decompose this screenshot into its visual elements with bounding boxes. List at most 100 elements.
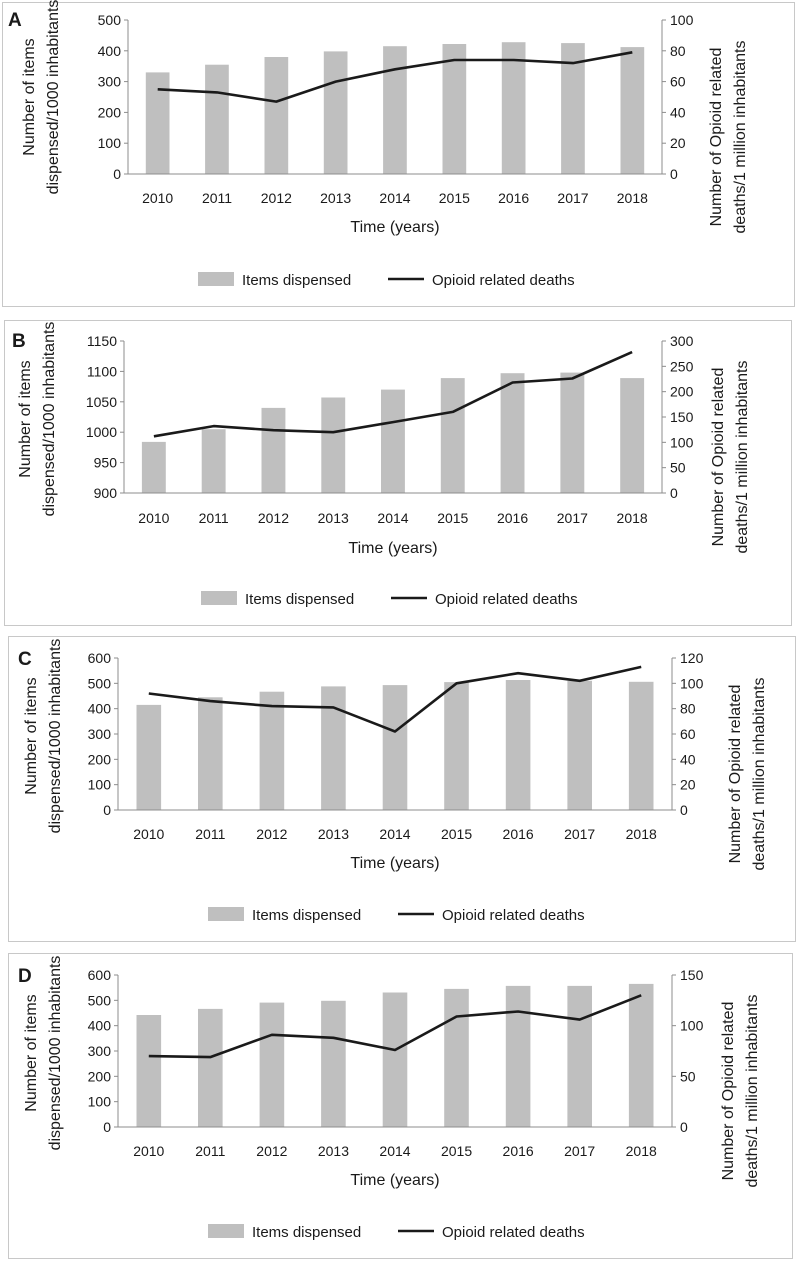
bar-items-dispensed-2013 — [321, 1000, 346, 1127]
x-tick-label: 2015 — [441, 1143, 472, 1159]
x-axis-title: Time (years) — [350, 855, 439, 872]
y2-tick-label: 150 — [670, 409, 694, 425]
bar-items-dispensed-2017 — [561, 43, 585, 174]
bar-items-dispensed-2015 — [442, 44, 467, 174]
y2-tick-label: 20 — [680, 777, 696, 793]
x-tick-label: 2013 — [318, 826, 349, 842]
y-axis-title: Number of items — [21, 38, 38, 155]
y2-axis-title: Number of Opioid related — [710, 368, 727, 547]
x-tick-label: 2011 — [195, 1143, 225, 1159]
y-tick-label: 500 — [98, 12, 122, 28]
panel-letter: D — [18, 966, 32, 987]
legend-swatch-items-dispensed — [198, 272, 234, 286]
y2-axis-title: deaths/1 million inhabitants — [732, 40, 749, 233]
bar-items-dispensed-2010 — [136, 704, 162, 810]
bar-items-dispensed-2012 — [264, 57, 289, 174]
legend-label-items-dispensed: Items dispensed — [252, 907, 361, 924]
legend-swatch-items-dispensed — [201, 591, 237, 605]
x-tick-label: 2014 — [379, 190, 410, 206]
x-tick-label: 2017 — [557, 190, 588, 206]
y2-tick-label: 250 — [670, 358, 694, 374]
bar-items-dispensed-2017 — [567, 985, 592, 1127]
panel-frame — [4, 320, 792, 626]
bar-items-dispensed-2014 — [383, 46, 407, 175]
legend-label-items-dispensed: Items dispensed — [245, 591, 354, 608]
x-tick-label: 2013 — [320, 190, 351, 206]
x-axis-title: Time (years) — [350, 1172, 439, 1189]
x-tick-label: 2016 — [498, 190, 529, 206]
x-tick-label: 2010 — [133, 1143, 164, 1159]
bar-items-dispensed-2010 — [145, 72, 170, 174]
x-tick-label: 2015 — [439, 190, 470, 206]
y-tick-label: 200 — [88, 751, 112, 767]
y2-tick-label: 0 — [670, 485, 678, 501]
y-tick-label: 400 — [98, 43, 122, 59]
chart-panel-c: C 0 100 200 300 400 500 600 0 20 40 60 80 100 120 2010 2… — [8, 636, 796, 942]
y2-tick-label: 100 — [670, 434, 694, 450]
y2-axis-title: Number of Opioid related — [727, 685, 744, 864]
bar-items-dispensed-2018 — [628, 983, 654, 1127]
chart-panel-b: B 900 950 1000 1050 1100 1150 0 50 100 150 200 250 30… — [4, 320, 792, 626]
panel-letter: B — [12, 331, 26, 352]
legend-label-items-dispensed: Items dispensed — [242, 272, 351, 289]
y2-tick-label: 80 — [670, 43, 686, 59]
y2-tick-label: 80 — [680, 701, 696, 717]
x-axis-title: Time (years) — [348, 540, 437, 557]
legend-swatch-items-dispensed — [208, 907, 244, 921]
x-tick-label: 2014 — [379, 1143, 410, 1159]
x-tick-label: 2012 — [261, 190, 292, 206]
y2-tick-label: 20 — [670, 135, 686, 151]
x-tick-label: 2011 — [202, 190, 232, 206]
bar-items-dispensed-2016 — [501, 42, 526, 175]
bar-items-dispensed-2010 — [141, 441, 166, 493]
x-tick-label: 2012 — [256, 1143, 287, 1159]
y-tick-label: 300 — [98, 74, 122, 90]
y-tick-label: 1150 — [87, 333, 117, 349]
x-tick-label: 2016 — [497, 510, 528, 526]
y2-tick-label: 40 — [670, 104, 686, 120]
x-tick-label: 2012 — [256, 826, 287, 842]
bar-items-dispensed-2014 — [382, 992, 408, 1127]
bar-items-dispensed-2018 — [628, 681, 654, 810]
y-tick-label: 600 — [88, 650, 112, 666]
x-tick-label: 2012 — [258, 510, 289, 526]
legend-label-opioid-deaths: Opioid related deaths — [442, 1224, 585, 1241]
bar-items-dispensed-2013 — [323, 51, 348, 174]
bar-items-dispensed-2018 — [620, 47, 645, 174]
bar-items-dispensed-2016 — [505, 985, 531, 1127]
bar-items-dispensed-2012 — [261, 407, 286, 493]
bar-items-dispensed-2015 — [444, 988, 469, 1127]
y2-tick-label: 120 — [680, 650, 704, 666]
y-axis-title: Number of items — [23, 994, 40, 1111]
bar-items-dispensed-2014 — [382, 685, 408, 810]
x-tick-label: 2010 — [142, 190, 173, 206]
x-tick-label: 2011 — [199, 510, 229, 526]
bar-items-dispensed-2011 — [205, 64, 229, 174]
y-tick-label: 900 — [94, 485, 118, 501]
x-tick-label: 2013 — [318, 510, 349, 526]
chart-panel-d: D 0 100 200 300 400 500 600 0 50 100 150 2010 2011 201… — [8, 953, 793, 1259]
x-tick-label: 2016 — [503, 826, 534, 842]
x-tick-label: 2015 — [437, 510, 468, 526]
y-tick-label: 400 — [88, 701, 112, 717]
legend-label-opioid-deaths: Opioid related deaths — [442, 907, 585, 924]
x-tick-label: 2014 — [379, 826, 410, 842]
bar-items-dispensed-2011 — [198, 1008, 223, 1127]
y-axis-title: Number of items — [23, 677, 40, 794]
x-tick-label: 2018 — [626, 1143, 657, 1159]
x-tick-label: 2010 — [138, 510, 169, 526]
x-tick-label: 2014 — [377, 510, 408, 526]
bar-items-dispensed-2016 — [500, 373, 525, 493]
x-tick-label: 2017 — [564, 826, 595, 842]
y-tick-label: 1050 — [86, 394, 117, 410]
y2-tick-label: 100 — [680, 675, 704, 691]
y-tick-label: 950 — [94, 455, 118, 471]
x-tick-label: 2018 — [617, 510, 648, 526]
y-axis-title: dispensed/1000 inhabitants — [47, 639, 64, 834]
y2-tick-label: 0 — [670, 166, 678, 182]
y-tick-label: 1100 — [87, 363, 117, 379]
bar-items-dispensed-2018 — [620, 378, 645, 493]
x-tick-label: 2013 — [318, 1143, 349, 1159]
y2-axis-title: deaths/1 million inhabitants — [751, 677, 768, 870]
y2-tick-label: 60 — [670, 74, 686, 90]
